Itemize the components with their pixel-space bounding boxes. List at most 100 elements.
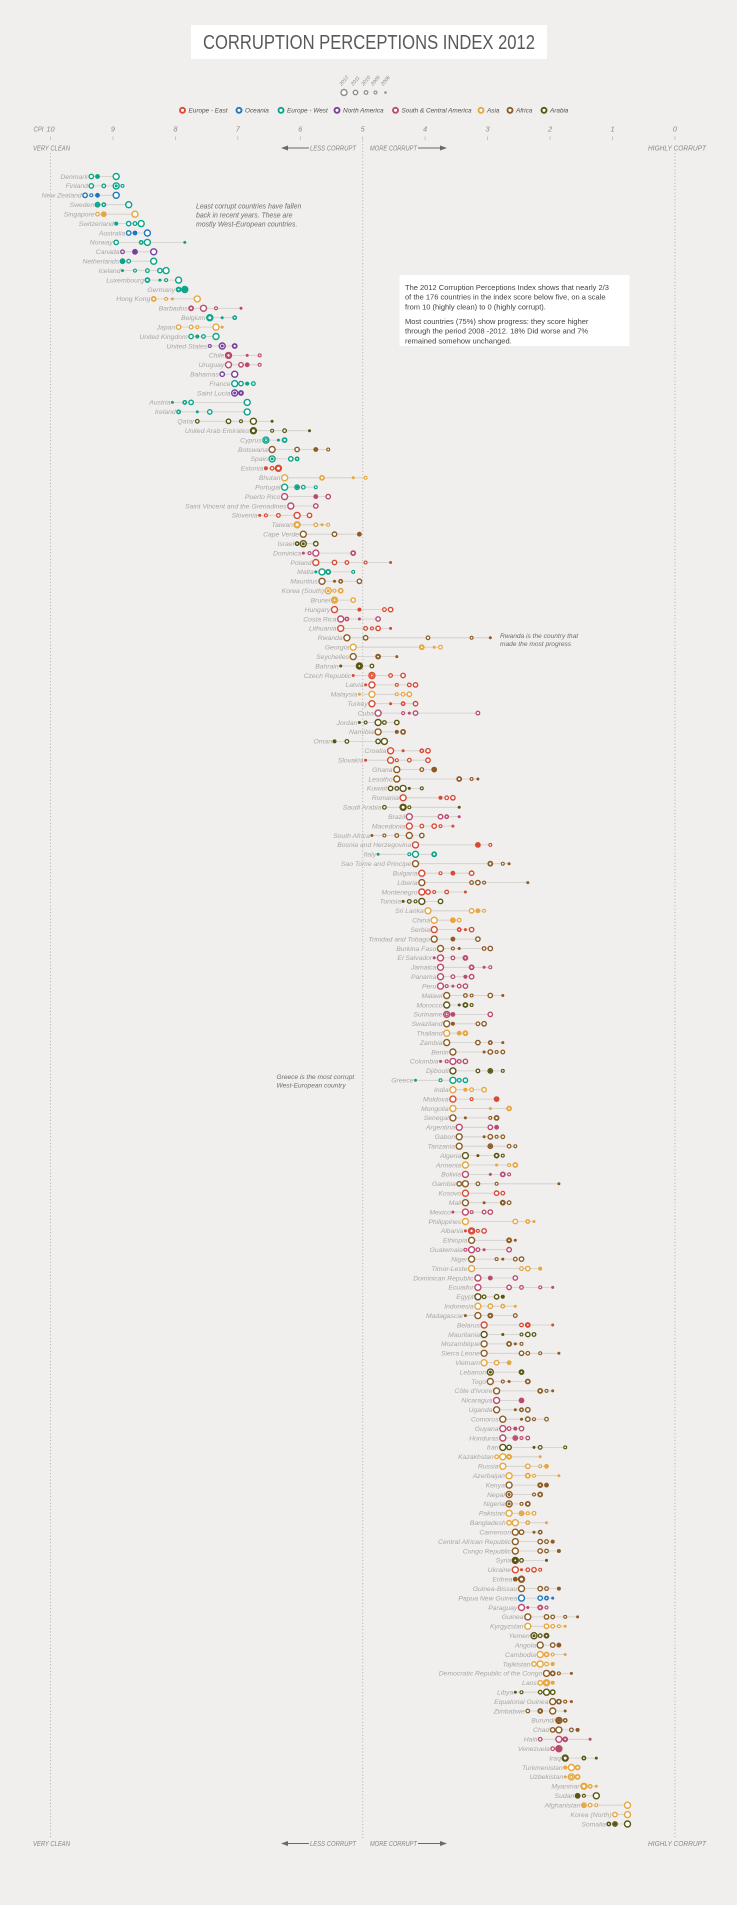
svg-text:Bangladesh: Bangladesh [470, 1520, 506, 1527]
svg-text:Benin: Benin [431, 1049, 449, 1056]
svg-text:China: China [412, 918, 430, 925]
svg-text:Ghana: Ghana [372, 767, 393, 774]
svg-text:Iran: Iran [487, 1445, 499, 1452]
svg-text:remained somehow unchanged.: remained somehow unchanged. [405, 336, 512, 345]
svg-text:Paraguay: Paraguay [488, 1605, 518, 1612]
svg-text:Puerto Rico: Puerto Rico [245, 494, 281, 501]
svg-text:Lebanon: Lebanon [460, 1369, 487, 1376]
svg-text:Saint Vincent and the Grenadin: Saint Vincent and the Grenadines [185, 503, 287, 510]
svg-text:Panama: Panama [411, 974, 437, 981]
svg-text:Comoros: Comoros [471, 1417, 499, 1424]
svg-text:Serbia: Serbia [410, 927, 430, 934]
svg-text:Poland: Poland [290, 560, 311, 567]
svg-text:Norway: Norway [90, 240, 114, 247]
svg-text:United Arab Emirates: United Arab Emirates [185, 428, 250, 435]
svg-text:Greece is the most corrupt: Greece is the most corrupt [277, 1074, 356, 1081]
svg-text:Canada: Canada [96, 249, 120, 256]
svg-text:Kenya: Kenya [486, 1482, 505, 1489]
svg-text:Hungary: Hungary [305, 607, 331, 614]
svg-text:Costa Rica: Costa Rica [303, 616, 336, 623]
svg-text:Luxembourg: Luxembourg [106, 277, 144, 284]
svg-text:Least corrupt countries have f: Least corrupt countries have fallen [196, 204, 302, 211]
svg-text:Syria: Syria [496, 1558, 512, 1565]
svg-text:Equatorial Guinea: Equatorial Guinea [494, 1699, 549, 1706]
svg-text:Nepal: Nepal [487, 1492, 505, 1499]
svg-text:VERY CLEAN: VERY CLEAN [33, 1839, 71, 1848]
svg-text:Kosovo: Kosovo [439, 1191, 462, 1198]
svg-text:through the period 2008 -2012.: through the period 2008 -2012. 18% Did w… [405, 327, 588, 336]
svg-text:Austria: Austria [148, 400, 170, 407]
svg-text:Bhutan: Bhutan [259, 475, 281, 482]
svg-text:Portugal: Portugal [255, 485, 281, 492]
svg-text:Moldova: Moldova [423, 1096, 449, 1103]
svg-text:Gabon: Gabon [435, 1134, 456, 1141]
svg-text:Democratic Republic of the Con: Democratic Republic of the Congo [439, 1671, 543, 1678]
svg-text:Pakistan: Pakistan [479, 1511, 505, 1518]
svg-text:MORE CORRUPT: MORE CORRUPT [370, 144, 417, 153]
svg-text:Saudi Arabia: Saudi Arabia [343, 805, 382, 812]
svg-text:Slovenia: Slovenia [232, 513, 258, 520]
svg-text:Burundi: Burundi [531, 1718, 555, 1725]
svg-text:The 2012 Corruption Perception: The 2012 Corruption Perceptions Index sh… [405, 283, 609, 292]
svg-text:Qatar: Qatar [177, 419, 195, 426]
svg-text:Uganda: Uganda [469, 1407, 493, 1414]
svg-text:Europe - East: Europe - East [189, 108, 228, 115]
svg-text:Niger: Niger [451, 1256, 468, 1263]
svg-text:Eritrea: Eritrea [492, 1577, 512, 1584]
svg-text:South Africa: South Africa [333, 833, 370, 840]
svg-text:Belgium: Belgium [181, 315, 206, 322]
svg-text:Estonia: Estonia [241, 466, 264, 473]
svg-text:Rwanda: Rwanda [318, 635, 343, 642]
svg-text:of the 176 countries in the in: of the 176 countries in the index score … [405, 293, 606, 302]
svg-text:Germany: Germany [147, 287, 176, 294]
svg-text:Botswana: Botswana [238, 447, 268, 454]
svg-text:CORRUPTION PERCEPTIONS INDEX 2: CORRUPTION PERCEPTIONS INDEX 2012 [203, 32, 535, 54]
svg-text:Mexico: Mexico [429, 1209, 451, 1216]
svg-text:Seychelles: Seychelles [316, 654, 349, 661]
svg-text:Armenia: Armenia [435, 1162, 462, 1169]
svg-text:Bosnia and Herzegovina: Bosnia and Herzegovina [337, 842, 411, 849]
svg-text:Korea (North): Korea (North) [570, 1812, 611, 1819]
svg-text:4: 4 [423, 125, 427, 134]
svg-text:Ethiopia: Ethiopia [443, 1238, 468, 1245]
svg-text:Spain: Spain [251, 456, 269, 463]
svg-text:Nicaragua: Nicaragua [461, 1398, 492, 1405]
svg-text:Haiti: Haiti [524, 1737, 538, 1744]
svg-text:Japan: Japan [156, 324, 176, 331]
svg-text:Sudan: Sudan [555, 1793, 575, 1800]
svg-text:MORE CORRUPT: MORE CORRUPT [370, 1839, 417, 1848]
svg-text:Brunei: Brunei [311, 597, 331, 604]
svg-text:Bahrain: Bahrain [315, 663, 339, 670]
svg-text:Gambia: Gambia [432, 1181, 456, 1188]
svg-text:Greece: Greece [391, 1078, 414, 1085]
svg-text:3: 3 [486, 125, 491, 134]
svg-text:Uzbekistan: Uzbekistan [530, 1774, 564, 1781]
svg-text:Libya: Libya [497, 1690, 513, 1697]
svg-text:Iceland: Iceland [99, 268, 121, 275]
svg-text:Peru: Peru [422, 983, 437, 990]
svg-text:Denmark: Denmark [60, 174, 88, 181]
svg-text:Laos: Laos [522, 1680, 537, 1687]
svg-text:Switzerland: Switzerland [79, 221, 114, 228]
svg-text:Uruguay: Uruguay [199, 362, 225, 369]
svg-text:Tunisia: Tunisia [380, 899, 402, 906]
svg-text:Sweden: Sweden [70, 202, 95, 209]
svg-text:Sri Lanka: Sri Lanka [395, 908, 424, 915]
svg-text:Afghanistan: Afghanistan [544, 1803, 581, 1810]
svg-text:8: 8 [173, 125, 178, 134]
svg-text:Lithuania: Lithuania [309, 626, 337, 633]
svg-text:Australia: Australia [98, 230, 126, 237]
svg-text:Jordan: Jordan [336, 720, 358, 727]
svg-text:Montenegro: Montenegro [381, 889, 417, 896]
svg-text:9: 9 [111, 125, 115, 134]
svg-text:HIGHLY CORRUPT: HIGHLY CORRUPT [648, 1839, 706, 1848]
svg-text:0: 0 [673, 125, 678, 134]
svg-text:Nigeria: Nigeria [483, 1501, 505, 1508]
svg-text:made the most progress: made the most progress [500, 641, 572, 648]
svg-text:Africa: Africa [515, 108, 533, 115]
svg-text:Zambia: Zambia [419, 1040, 443, 1047]
svg-text:Latvia: Latvia [345, 682, 363, 689]
svg-text:Jamaica: Jamaica [410, 965, 437, 972]
svg-text:Taiwan: Taiwan [272, 522, 294, 529]
svg-text:Madagascar: Madagascar [426, 1313, 464, 1320]
